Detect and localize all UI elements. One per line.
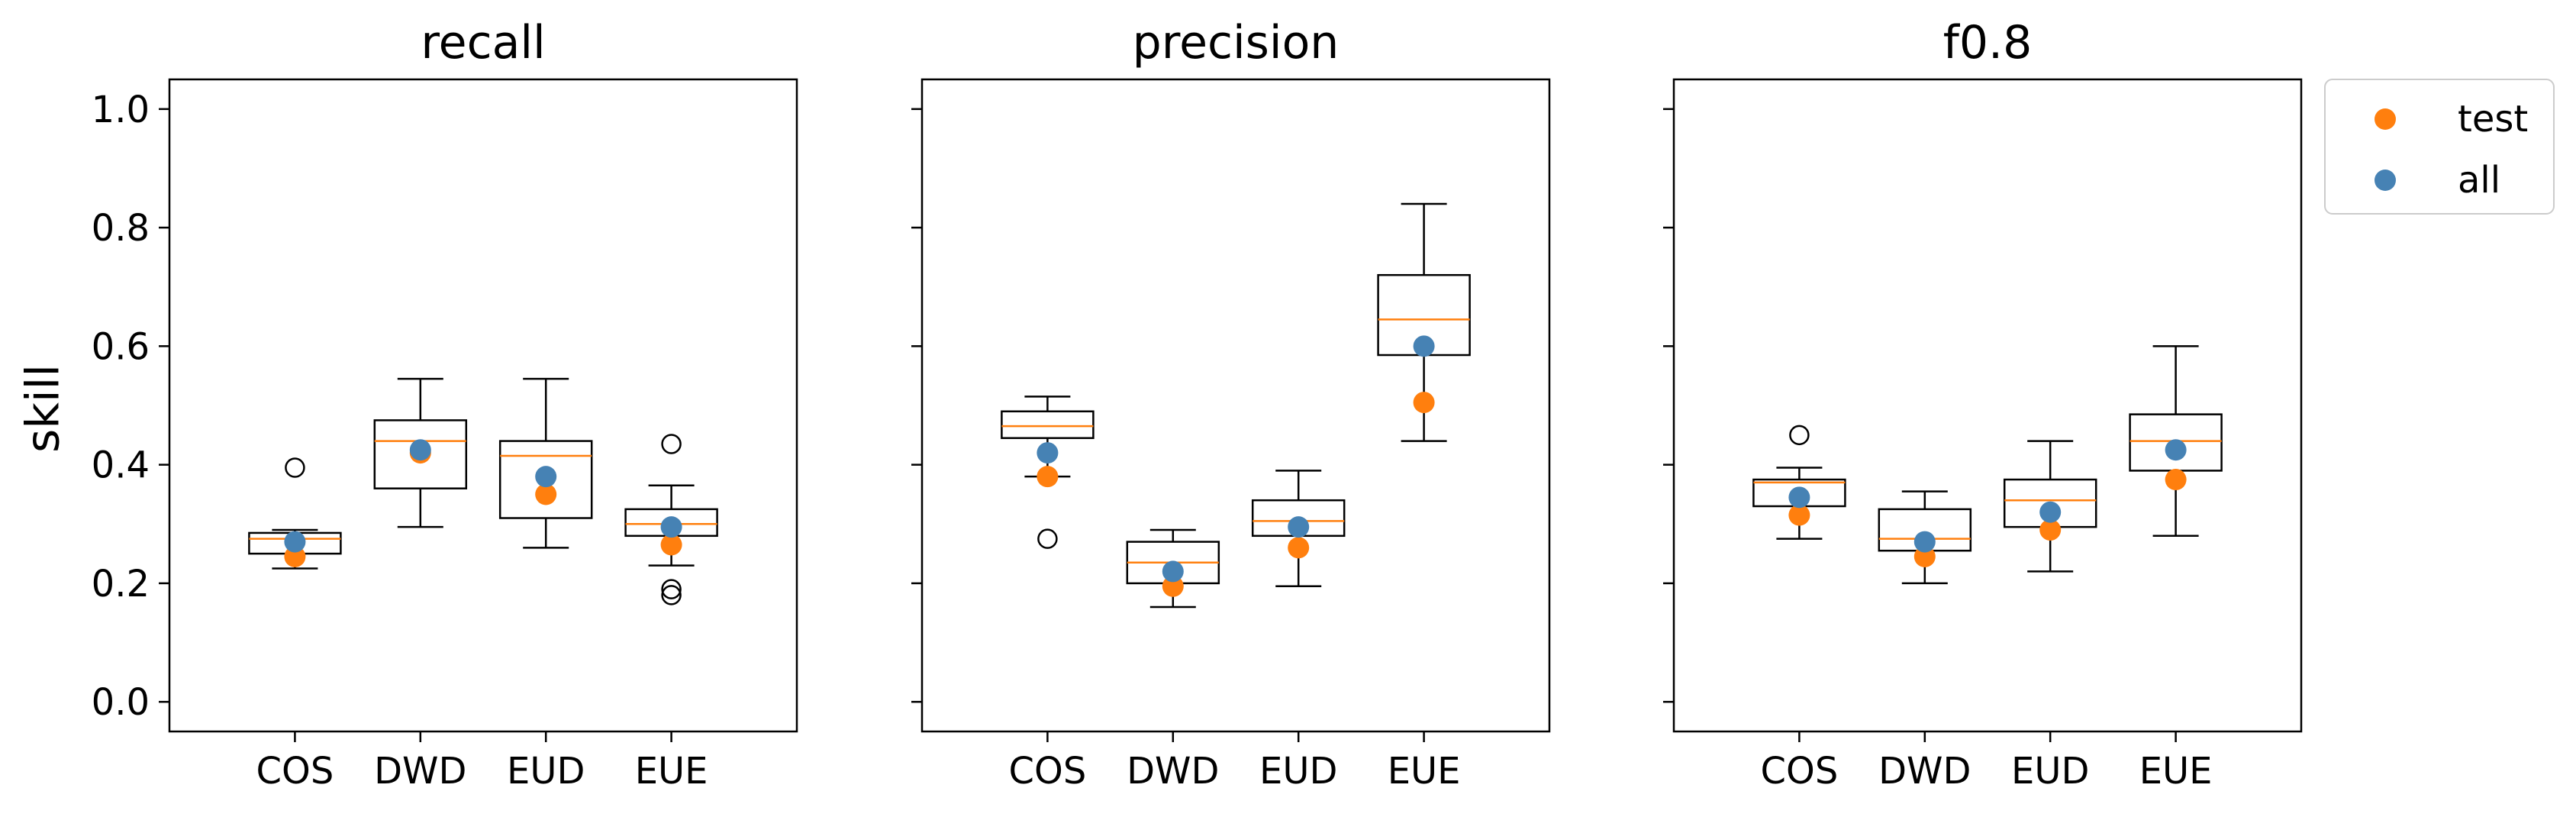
outlier-point	[661, 579, 682, 599]
panel-title: recall	[421, 16, 545, 69]
panel-precision: precision COS DWD EUD EUE	[911, 16, 1551, 793]
test-point	[1288, 537, 1310, 559]
panel-recall: recall 0.0 0.2 0.4 0.6 0.8 1.0 COS DWD EUD EUE	[92, 16, 798, 793]
box-EUD	[498, 377, 593, 549]
test-point	[2165, 469, 2187, 491]
x-tick-label: EUE	[635, 750, 708, 793]
iqr-box	[498, 440, 593, 519]
outlier-point	[1789, 425, 1810, 446]
legend-label-test: test	[2458, 98, 2528, 140]
x-tick-label: DWD	[1127, 750, 1219, 793]
outlier-point	[285, 457, 305, 478]
y-tick-label: 0.8	[92, 207, 150, 250]
all-point	[2165, 439, 2187, 461]
y-tick-label: 0.4	[92, 444, 150, 487]
all-point	[1162, 560, 1184, 583]
outlier-point	[661, 434, 682, 454]
test-point	[1788, 504, 1810, 526]
test-point	[1162, 575, 1184, 597]
test-point	[535, 483, 557, 505]
x-tick-label: EUD	[507, 750, 585, 793]
all-point	[535, 466, 557, 488]
axes-frame	[1672, 78, 2303, 733]
all-point	[1037, 442, 1059, 464]
axes-frame	[920, 78, 1551, 733]
x-tick-label: COS	[256, 750, 334, 793]
all-point	[409, 439, 431, 461]
legend-marker-test	[2374, 108, 2396, 130]
x-tick-label: COS	[1009, 750, 1087, 793]
x-tick-label: DWD	[374, 750, 466, 793]
iqr-box	[1001, 410, 1095, 439]
y-tick-label: 0.2	[92, 563, 150, 605]
axes-frame	[168, 78, 798, 733]
y-tick-label: 1.0	[92, 89, 150, 131]
x-tick-label: COS	[1761, 750, 1839, 793]
all-point	[2039, 501, 2062, 523]
all-point	[1288, 516, 1310, 538]
x-tick-label: DWD	[1878, 750, 1971, 793]
panel-f0.8: f0.8 COS DWD EUD EUE	[1663, 16, 2303, 793]
test-point	[2039, 519, 2062, 541]
y-axis-label: skill	[17, 364, 70, 453]
panel-title: precision	[1133, 16, 1340, 69]
x-tick-label: EUD	[2011, 750, 2089, 793]
box-EUD	[2003, 440, 2097, 573]
iqr-box	[373, 419, 468, 489]
test-point	[1413, 392, 1435, 414]
all-point	[660, 516, 682, 538]
legend-marker-all	[2374, 170, 2396, 191]
test-point	[284, 545, 306, 567]
all-point	[1413, 335, 1435, 357]
all-point	[1913, 531, 1936, 553]
outlier-point	[1037, 528, 1058, 549]
legend-label-all: all	[2458, 159, 2500, 202]
test-point	[1037, 466, 1059, 488]
test-point	[1913, 545, 1936, 567]
x-tick-label: EUD	[1259, 750, 1337, 793]
x-tick-label: EUE	[1388, 750, 1461, 793]
legend: test all	[2324, 79, 2555, 215]
test-point	[660, 534, 682, 556]
y-tick-label: 0.0	[92, 681, 150, 724]
all-point	[1788, 486, 1810, 509]
panel-title: f0.8	[1943, 16, 2033, 69]
x-tick-label: EUE	[2139, 750, 2213, 793]
box-EUE	[624, 434, 718, 605]
y-tick-label: 0.6	[92, 325, 150, 368]
outlier-point	[661, 585, 682, 605]
all-point	[284, 531, 306, 553]
